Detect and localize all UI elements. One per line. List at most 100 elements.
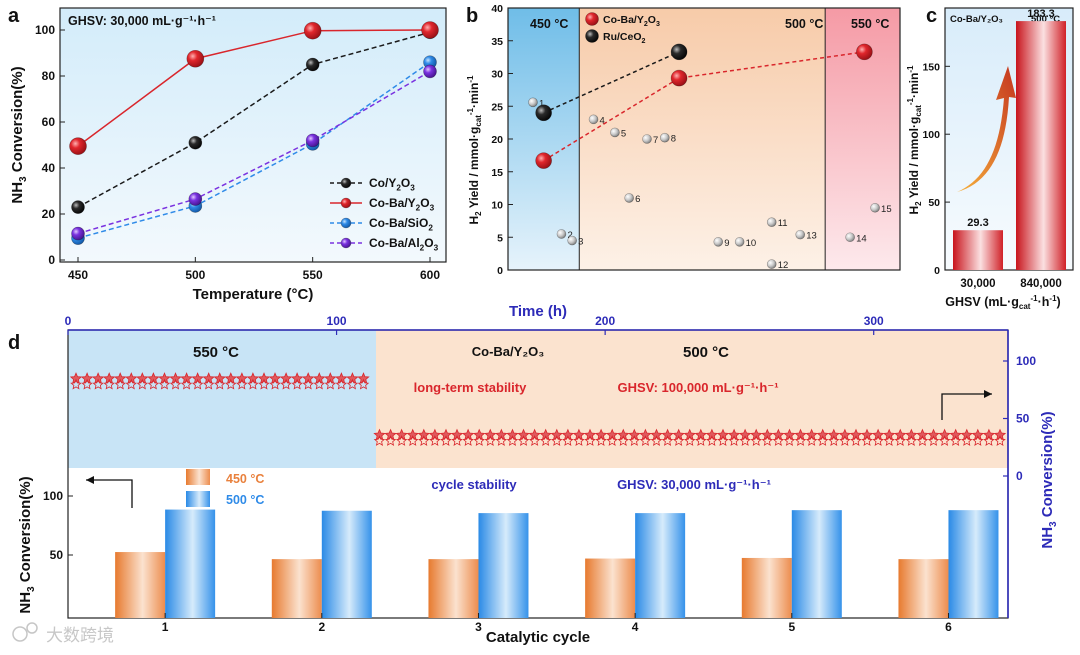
d-stability-star	[672, 428, 685, 441]
d-stability-star	[617, 428, 630, 441]
d-stability-star	[417, 428, 430, 441]
panel-d-letter: d	[8, 332, 20, 354]
d-stability-star	[213, 372, 226, 384]
panel-c-bars: 29.3 30,000 183.3 840,000	[953, 8, 1066, 290]
d-stability-star-open	[291, 378, 303, 390]
d-stability-star-open	[983, 435, 995, 446]
b-literature-point	[713, 237, 724, 247]
d-stability-star	[125, 372, 138, 384]
d-stability-star-open	[739, 435, 751, 446]
a-data-point	[69, 137, 87, 155]
d-stability-star	[268, 372, 282, 384]
d-stability-star	[650, 428, 663, 441]
d-stability-star	[257, 372, 271, 384]
d-stability-star	[938, 428, 951, 441]
d-stability-star-open	[639, 435, 652, 446]
d-stability-star-open	[302, 378, 315, 390]
d-stability-star	[235, 372, 249, 384]
d-bar-500	[791, 510, 842, 618]
b-literature-label: 15	[881, 204, 892, 215]
panel-c-x-label: GHSV (mL·gcat-1·h-1)	[945, 294, 1060, 311]
panel-d-catalyst-label: Co-Ba/Y₂O₃	[472, 344, 544, 359]
a-data-point	[305, 57, 320, 72]
d-stability-star	[373, 428, 386, 441]
d-stability-star	[971, 428, 985, 441]
d-stability-star	[450, 428, 464, 441]
b-data-point	[670, 69, 688, 87]
b-literature-label: 12	[778, 260, 789, 271]
panel-a-ghsv-annotation: GHSV: 30,000 mL·g⁻¹·h⁻¹	[68, 14, 216, 28]
b-literature-point	[734, 237, 745, 247]
d-stability-star-open	[313, 378, 325, 390]
c-y-tick-label: 100	[922, 129, 940, 141]
b-y-tick-label: 25	[491, 101, 503, 113]
panel-d-legend-450-swatch	[186, 469, 210, 485]
d-stability-star	[783, 428, 796, 441]
c-y-tick-label: 50	[928, 197, 940, 209]
b-literature-label: 14	[856, 233, 867, 244]
d-stability-star	[191, 372, 204, 384]
d-stability-star-open	[70, 378, 82, 390]
d-stability-star	[949, 428, 962, 441]
d-stability-star	[594, 428, 608, 441]
a-y-tick-label: 20	[42, 207, 56, 221]
panel-c-y-axis: 0 50 100 150	[922, 61, 950, 277]
d-stability-star-open	[473, 435, 485, 446]
d-stability-star-open	[872, 435, 884, 446]
b-literature-point	[556, 229, 567, 239]
d-stability-star-open	[584, 435, 596, 446]
d-stability-star	[473, 428, 486, 441]
b-literature-label: 6	[635, 194, 640, 205]
d-stability-star	[357, 372, 370, 384]
d-bar-450	[741, 557, 792, 618]
panel-d-cycle-axis: 1 2 3 4 5 6	[162, 613, 952, 634]
d-stability-star	[224, 372, 237, 384]
d-stability-star	[202, 372, 215, 384]
d-bar-500	[165, 509, 216, 618]
d-stability-star	[335, 372, 348, 384]
d-stability-star-open	[628, 435, 641, 446]
b-y-tick-label: 30	[491, 69, 503, 81]
d-stability-star-open	[247, 378, 259, 390]
b-literature-label: 4	[600, 115, 605, 126]
d-stability-star-open	[805, 435, 818, 446]
d-stability-star-open	[346, 378, 359, 390]
b-literature-label: 5	[621, 128, 626, 139]
d-stability-star-open	[961, 435, 973, 446]
panel-b-temperature-regions	[508, 8, 900, 270]
d-stability-star-open	[761, 435, 774, 446]
d-stability-star-open	[506, 435, 519, 446]
d-stability-star-open	[214, 378, 226, 390]
a-x-tick-label: 450	[68, 268, 88, 282]
a-series-line	[77, 61, 431, 239]
d-stability-star-open	[384, 435, 397, 446]
d-stability-star-open	[949, 435, 962, 446]
panel-d-right-axis-arrowhead-icon	[984, 390, 992, 398]
c-x-tick-label: 30,000	[960, 278, 995, 290]
d-stability-star	[905, 428, 918, 441]
d-stability-star	[583, 428, 597, 441]
b-literature-point	[567, 235, 577, 246]
d-stability-star-open	[335, 378, 348, 390]
c-bar-value-label: 29.3	[967, 217, 988, 229]
d-stability-star-open	[817, 435, 829, 446]
d-stability-star	[993, 428, 1007, 441]
panel-d-ghsv-bottom-label: GHSV: 30,000 mL·g⁻¹·h⁻¹	[617, 477, 771, 492]
panel-a-x-axis: 450 500 550 600	[68, 257, 440, 282]
d-stability-star	[883, 428, 896, 441]
b-literature-label: 2	[567, 230, 572, 241]
panel-d-right-axis: 0 50 100	[1003, 354, 1036, 483]
b-legend-marker	[585, 12, 599, 26]
d-stability-star	[705, 428, 719, 441]
d-x-tick-label: 2	[318, 620, 325, 634]
d-stability-star	[158, 372, 171, 384]
d-stability-star-open	[395, 435, 408, 446]
d-stability-star-open	[994, 435, 1006, 446]
panel-d-left-y-label: NH3 Conversion(%)	[17, 476, 37, 613]
d-stability-star	[279, 372, 293, 384]
panel-d-stability-markers	[69, 372, 1007, 446]
d-stability-star-open	[595, 435, 607, 446]
d-stability-star-open	[606, 435, 618, 446]
d-stability-star-open	[258, 378, 270, 390]
b-literature-point	[659, 132, 670, 143]
